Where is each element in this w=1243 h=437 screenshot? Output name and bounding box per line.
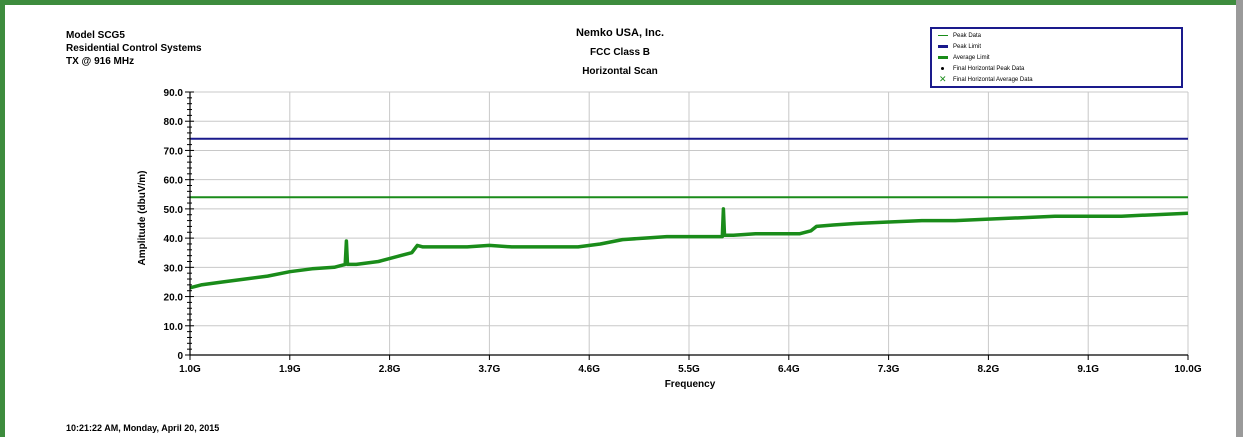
legend-swatch-thin-line-icon — [938, 35, 948, 36]
x-tick-label: 6.4G — [778, 364, 800, 375]
chart-series — [189, 137, 1189, 290]
tx-label: TX @ 916 MHz — [66, 56, 135, 67]
legend-label: Peak Data — [953, 33, 982, 39]
x-tick-label: 10.0G — [1174, 364, 1201, 375]
chart-grid — [189, 91, 1189, 356]
chart-subtitle-scan: Horizontal Scan — [582, 66, 658, 77]
x-tick-labels: 1.0G 1.9G 2.8G 3.7G 4.6G 5.5G 6.4G 7.3G 8.2G 9.1G… — [179, 364, 1202, 375]
series-peak-data — [189, 207, 1189, 290]
y-tick-label: 40.0 — [164, 234, 184, 245]
x-axis-label: Frequency — [665, 379, 716, 390]
legend-x-marker-icon: ✕ — [939, 74, 947, 84]
report-info: Model SCG5 Residential Control Systems T… — [66, 29, 202, 68]
y-axis-label: Amplitude (dbuV/m) — [137, 171, 148, 266]
legend-label: Average Limit — [953, 55, 990, 61]
legend-label: Final Horizontal Average Data — [953, 77, 1033, 83]
frame-right-border — [1236, 0, 1243, 437]
frame-left-border — [0, 0, 5, 437]
x-tick-label: 1.0G — [179, 364, 201, 375]
chart-title: Nemko USA, Inc. — [575, 27, 665, 39]
frame-top-border — [0, 0, 1243, 5]
chart-legend: Peak Data Peak Limit Average Limit Final… — [930, 27, 1183, 88]
x-tick-label: 9.1G — [1077, 364, 1099, 375]
legend-swatch-thick-line-icon — [938, 56, 948, 59]
y-tick-label: 10.0 — [164, 322, 184, 333]
x-tick-label: 1.9G — [279, 364, 301, 375]
x-tick-label: 3.7G — [479, 364, 501, 375]
company-label: Residential Control Systems — [66, 43, 202, 54]
legend-label: Peak Limit — [953, 44, 982, 50]
x-tick-label: 5.5G — [678, 364, 700, 375]
x-tick-label: 7.3G — [878, 364, 900, 375]
y-tick-label: 20.0 — [164, 293, 184, 304]
y-tick-label: 90.0 — [164, 88, 184, 99]
legend-label: Final Horizontal Peak Data — [953, 66, 1025, 72]
x-tick-label: 4.6G — [578, 364, 600, 375]
y-tick-label: 70.0 — [164, 146, 184, 157]
legend-dot-icon — [941, 67, 944, 70]
chart-header: Nemko USA, Inc. FCC Class B Horizontal S… — [490, 24, 750, 81]
chart-axes — [189, 92, 1188, 356]
x-tick-label: 2.8G — [379, 364, 401, 375]
timestamp: 10:21:22 AM, Monday, April 20, 2015 — [66, 423, 220, 433]
chart-subtitle-class: FCC Class B — [589, 47, 650, 58]
y-tick-label: 0 — [177, 351, 183, 362]
x-tick-label: 8.2G — [978, 364, 1000, 375]
y-tick-label: 80.0 — [164, 117, 184, 128]
y-tick-label: 30.0 — [164, 263, 184, 274]
y-tick-label: 60.0 — [164, 176, 184, 187]
y-axis-minor-ticks — [185, 91, 1189, 360]
y-tick-label: 50.0 — [164, 205, 184, 216]
legend-swatch-thick-line-icon — [938, 45, 948, 48]
model-label: Model SCG5 — [66, 30, 125, 41]
y-tick-labels: 0 10.0 20.0 30.0 40.0 50.0 60.0 70.0 80.0 90.0 — [164, 88, 184, 362]
